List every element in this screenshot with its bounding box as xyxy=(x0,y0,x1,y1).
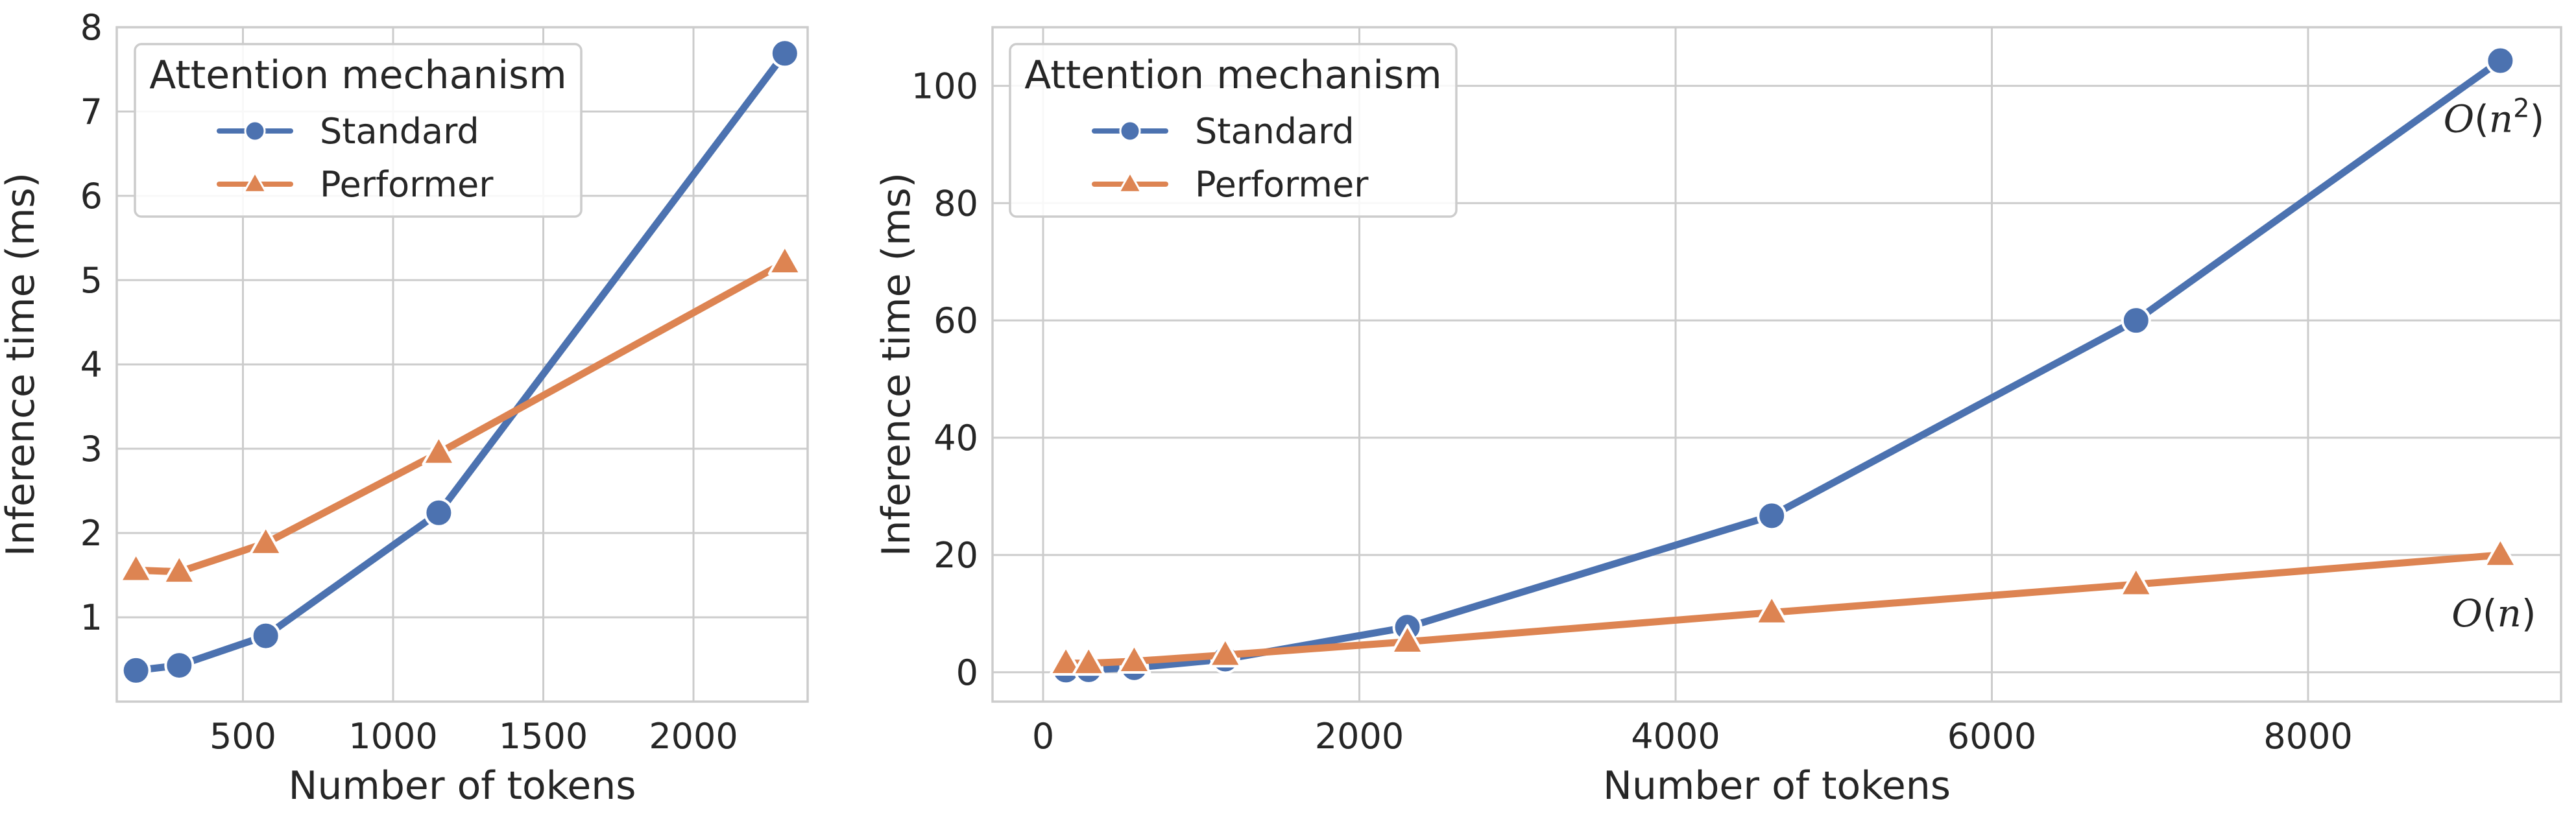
y-tick-label: 7 xyxy=(80,91,102,132)
x-tick-label: 1000 xyxy=(348,716,437,757)
legend-title: Attention mechanism xyxy=(149,53,567,98)
y-tick-label: 3 xyxy=(80,429,102,469)
y-tick-label: 80 xyxy=(933,183,978,224)
complexity-annotation: O(n2) xyxy=(2444,94,2545,141)
data-point-performer xyxy=(2119,566,2153,597)
legend-box xyxy=(134,43,583,218)
x-tick-label: 4000 xyxy=(1631,716,1720,757)
plot-frame xyxy=(115,26,809,703)
x-tick-label: 0 xyxy=(1032,716,1054,757)
y-tick-label: 2 xyxy=(80,513,102,554)
data-point-performer xyxy=(119,552,153,583)
y-tick-label: 0 xyxy=(956,652,978,693)
complexity-annotation: O(n) xyxy=(2451,591,2536,635)
x-tick-label: 2000 xyxy=(649,716,738,757)
data-point-standard xyxy=(164,650,195,681)
y-tick-label: 4 xyxy=(80,344,102,385)
y-tick-label: 5 xyxy=(80,260,102,301)
legend-marker-performer xyxy=(1117,171,1143,193)
data-point-performer xyxy=(2483,537,2518,568)
legend-label-standard: Standard xyxy=(320,111,479,152)
legend-label-standard: Standard xyxy=(1195,111,1354,152)
data-point-performer xyxy=(248,525,283,556)
data-point-performer xyxy=(1208,637,1242,668)
legend: Attention mechanism Standard Performer xyxy=(134,43,583,218)
data-point-performer xyxy=(422,435,456,466)
x-tick-label: 500 xyxy=(210,716,276,757)
legend-marker-standard xyxy=(1119,120,1141,142)
data-point-standard xyxy=(1757,501,1787,531)
x-tick-label: 6000 xyxy=(1947,716,2036,757)
plot-frame xyxy=(991,26,2562,703)
data-point-performer xyxy=(162,554,197,585)
y-tick-label: 1 xyxy=(80,597,102,638)
y-tick-label: 60 xyxy=(933,300,978,341)
data-point-standard xyxy=(121,655,151,685)
x-axis-title: Number of tokens xyxy=(288,763,636,809)
x-tick-label: 2000 xyxy=(1315,716,1404,757)
legend-box xyxy=(1009,43,1458,218)
y-tick-label: 100 xyxy=(911,65,978,106)
data-point-performer xyxy=(1049,645,1083,676)
y-axis-title: Inference time (ms) xyxy=(0,172,43,556)
legend-title: Attention mechanism xyxy=(1024,53,1442,98)
data-point-performer xyxy=(1390,624,1425,654)
y-tick-label: 6 xyxy=(80,176,102,217)
x-axis-title: Number of tokens xyxy=(1603,763,1951,809)
y-tick-label: 40 xyxy=(933,418,978,458)
legend: Attention mechanism Standard Performer xyxy=(1009,43,1458,218)
data-point-performer xyxy=(1117,643,1151,674)
data-point-performer xyxy=(1072,645,1106,676)
right-chart-panel: 0 2000 4000 6000 8000 0 20 40 60 80 100 Number of t… xyxy=(874,26,2562,809)
legend-label-performer: Performer xyxy=(1195,164,1369,205)
data-point-standard xyxy=(2485,45,2516,76)
left-chart-panel: 500 1000 1500 2000 1 2 3 4 5 6 7 8 Number of tokens I… xyxy=(0,7,809,809)
data-point-standard xyxy=(2121,305,2151,336)
data-point-performer xyxy=(1755,595,1789,625)
y-axis-title: Inference time (ms) xyxy=(874,172,919,556)
data-point-standard xyxy=(769,38,800,69)
legend-marker-performer xyxy=(242,171,268,193)
y-tick-label: 20 xyxy=(933,535,978,576)
legend-label-performer: Performer xyxy=(320,164,494,205)
x-tick-label: 8000 xyxy=(2263,716,2352,757)
data-point-performer xyxy=(767,244,802,275)
y-tick-label: 8 xyxy=(80,7,102,48)
x-tick-label: 1500 xyxy=(499,716,588,757)
data-point-standard xyxy=(424,497,454,528)
data-point-standard xyxy=(250,621,281,651)
legend-marker-standard xyxy=(244,120,266,142)
